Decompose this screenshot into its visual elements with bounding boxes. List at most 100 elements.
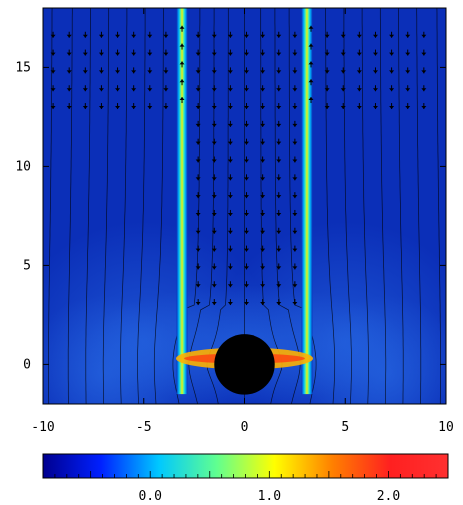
arrow-head bbox=[260, 212, 266, 216]
arrow-head bbox=[50, 34, 56, 38]
arrow-head bbox=[372, 106, 378, 110]
arrow-head bbox=[260, 52, 266, 56]
arrow-head bbox=[244, 159, 250, 163]
arrow-head bbox=[276, 212, 282, 216]
arrow-head bbox=[260, 302, 266, 306]
contour-line bbox=[361, 8, 369, 404]
arrow-head bbox=[244, 266, 250, 270]
y-tick-label: 5 bbox=[23, 258, 31, 273]
y-tick-label: 0 bbox=[23, 357, 31, 372]
arrow-head bbox=[308, 25, 314, 29]
plot-area bbox=[42, 7, 447, 405]
arrow-head bbox=[179, 79, 185, 83]
y-tick-label: 10 bbox=[15, 159, 31, 174]
arrow-head bbox=[276, 106, 282, 110]
arrow-head bbox=[421, 70, 427, 74]
arrow-head bbox=[405, 106, 411, 110]
arrow-head bbox=[66, 106, 72, 110]
arrow-head bbox=[115, 34, 121, 38]
arrow-head bbox=[131, 52, 137, 56]
arrow-head bbox=[340, 52, 346, 56]
arrow-head bbox=[227, 52, 233, 56]
arrow-head bbox=[421, 52, 427, 56]
arrow-head bbox=[340, 70, 346, 74]
arrow-head bbox=[163, 70, 169, 74]
arrow-head bbox=[292, 212, 298, 216]
arrow-head bbox=[211, 123, 217, 127]
arrow-head bbox=[163, 34, 169, 38]
arrow-head bbox=[276, 88, 282, 92]
arrow-head bbox=[389, 52, 395, 56]
arrow-head bbox=[405, 88, 411, 92]
arrow-head bbox=[260, 106, 266, 110]
arrow-head bbox=[292, 230, 298, 234]
arrow-head bbox=[276, 266, 282, 270]
arrow-head bbox=[66, 70, 72, 74]
contour-line bbox=[172, 8, 201, 404]
arrow-head bbox=[340, 34, 346, 38]
arrow-head bbox=[227, 177, 233, 181]
arrow-head bbox=[211, 284, 217, 288]
arrow-head bbox=[292, 177, 298, 181]
arrow-head bbox=[195, 284, 201, 288]
arrow-head bbox=[244, 70, 250, 74]
jet-column bbox=[176, 8, 188, 395]
arrow-head bbox=[98, 52, 104, 56]
arrow-head bbox=[276, 302, 282, 306]
arrow-head bbox=[292, 159, 298, 163]
arrow-head bbox=[276, 248, 282, 252]
arrow-head bbox=[82, 88, 88, 92]
contour-line bbox=[67, 8, 73, 404]
colorbar-tick-label: 0.0 bbox=[138, 489, 161, 504]
arrow-head bbox=[98, 88, 104, 92]
arrow-head bbox=[50, 106, 56, 110]
arrow-head bbox=[227, 159, 233, 163]
contour-line bbox=[153, 8, 164, 404]
circular-obstacle bbox=[214, 334, 275, 395]
contour-lines bbox=[48, 8, 441, 404]
arrow-head bbox=[163, 52, 169, 56]
arrow-head bbox=[292, 52, 298, 56]
arrow-head bbox=[276, 52, 282, 56]
arrow-head bbox=[276, 141, 282, 145]
arrow-head bbox=[292, 284, 298, 288]
arrow-head bbox=[244, 230, 250, 234]
arrow-head bbox=[211, 195, 217, 199]
colorbar-tick-label: 2.0 bbox=[377, 489, 400, 504]
x-tick-label: -5 bbox=[136, 420, 152, 435]
arrow-head bbox=[405, 34, 411, 38]
arrow-head bbox=[324, 52, 330, 56]
arrow-head bbox=[211, 141, 217, 145]
arrow-head bbox=[260, 123, 266, 127]
arrow-head bbox=[195, 88, 201, 92]
contour-line bbox=[102, 8, 110, 404]
arrow-head bbox=[195, 266, 201, 270]
arrow-head bbox=[389, 88, 395, 92]
arrow-head bbox=[211, 52, 217, 56]
arrow-head bbox=[227, 302, 233, 306]
contour-line bbox=[260, 8, 283, 404]
arrow-head bbox=[82, 52, 88, 56]
arrow-head bbox=[66, 88, 72, 92]
arrow-head bbox=[244, 34, 250, 38]
arrow-head bbox=[276, 195, 282, 199]
arrow-head bbox=[260, 34, 266, 38]
arrow-head bbox=[227, 123, 233, 127]
arrow-head bbox=[82, 106, 88, 110]
arrow-head bbox=[163, 88, 169, 92]
arrow-head bbox=[195, 52, 201, 56]
contour-line bbox=[137, 8, 146, 404]
arrow-head bbox=[244, 52, 250, 56]
arrow-head bbox=[98, 70, 104, 74]
arrow-head bbox=[260, 248, 266, 252]
arrow-head bbox=[372, 34, 378, 38]
arrow-head bbox=[276, 177, 282, 181]
arrow-head bbox=[276, 230, 282, 234]
arrow-head bbox=[244, 123, 250, 127]
arrow-head bbox=[260, 195, 266, 199]
arrow-head bbox=[308, 61, 314, 65]
arrow-head bbox=[292, 123, 298, 127]
arrow-head bbox=[244, 212, 250, 216]
arrow-head bbox=[227, 248, 233, 252]
contour-line bbox=[416, 8, 422, 404]
